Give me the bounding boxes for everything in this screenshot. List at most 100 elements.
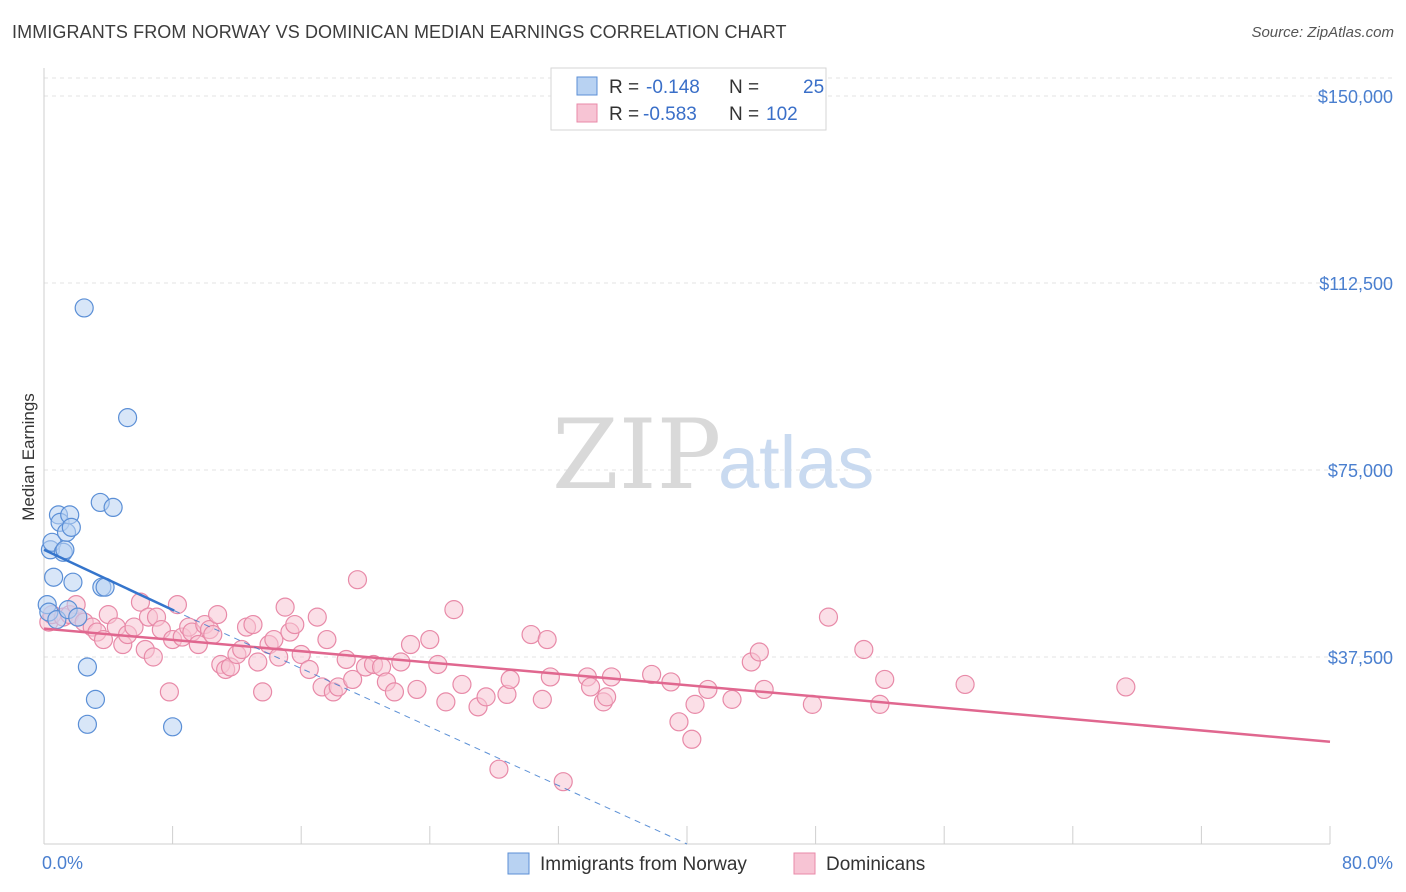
dominican-point-71 [476, 687, 496, 707]
series-legend-swatch-norway [507, 852, 530, 875]
dominican-point-88 [682, 729, 702, 749]
x-tick-label-min: 0.0% [42, 853, 83, 873]
source-credit: Source: ZipAtlas.com [1251, 24, 1394, 41]
legend-swatch-dominican [576, 103, 598, 123]
dominican-point-38 [243, 614, 263, 635]
dominican-point-63 [400, 634, 421, 655]
trend-lines [43, 548, 1331, 845]
dominican-point-42 [264, 629, 284, 650]
grid-lines [44, 77, 1393, 658]
dominican-point-69 [452, 674, 472, 695]
y-axis-label: Median Earnings [19, 393, 38, 521]
norway-trend-line [43, 548, 175, 612]
dominican-point-85 [642, 664, 662, 685]
norway-point-17 [77, 657, 98, 677]
dominican-point-79 [553, 772, 573, 792]
norway-point-23 [103, 497, 123, 517]
norway-point-13 [61, 517, 81, 537]
x-tick-label-max: 80.0% [1342, 853, 1393, 873]
dominican-point-27 [188, 634, 208, 655]
legend-r-value-norway: -0.148 [646, 77, 700, 98]
dominican-point-67 [436, 692, 456, 712]
legend-n-label-dominican: N = [729, 104, 759, 125]
dominican-point-95 [802, 694, 822, 714]
y-tick-labels: $37,500 $75,000 $112,500 $150,000 [1318, 87, 1393, 668]
dominican-point-83 [597, 687, 617, 707]
dominican-point-61 [384, 682, 405, 702]
legend-swatch-norway [576, 76, 598, 96]
dominican-point-44 [275, 597, 295, 617]
norway-point-24 [117, 408, 138, 428]
norway-point-16 [74, 298, 94, 318]
correlation-legend: R = -0.148 N = 25 R = -0.583 N = 102 [550, 67, 827, 131]
legend-n-value-norway: 25 [803, 77, 824, 98]
dominican-point-72 [489, 759, 509, 779]
series-legend-label-dominican: Dominicans [826, 854, 925, 875]
dominican-point-62 [391, 652, 411, 672]
dominican-point-55 [343, 669, 363, 690]
norway-points [37, 298, 183, 737]
dominican-point-68 [444, 600, 464, 620]
dominican-point-36 [232, 639, 252, 660]
legend-n-label-norway: N = [729, 77, 759, 98]
watermark-atlas: atlas [718, 421, 874, 504]
dominican-point-39 [248, 652, 268, 672]
legend-n-value-dominican: 102 [766, 104, 798, 125]
dominican-point-90 [698, 679, 718, 700]
dominican-point-87 [669, 712, 689, 732]
dominican-point-76 [532, 689, 552, 709]
y-tick-label-0: $37,500 [1328, 648, 1393, 668]
dominican-point-54 [336, 649, 356, 670]
legend-r-value-dominican: -0.583 [643, 104, 697, 125]
dominican-point-31 [208, 605, 228, 625]
y-tick-label-2: $112,500 [1319, 274, 1393, 294]
dominican-point-64 [407, 679, 427, 700]
y-tick-label-1: $75,000 [1328, 461, 1393, 481]
dominican-point-91 [722, 689, 742, 709]
dominican-point-96 [818, 607, 839, 627]
legend-r-label-norway: R = [609, 77, 639, 98]
chart-title: IMMIGRANTS FROM NORWAY VS DOMINICAN MEDI… [12, 22, 787, 42]
dominican-point-56 [347, 570, 368, 590]
dominican-point-74 [500, 669, 520, 690]
dominican-point-94 [754, 679, 774, 700]
dominican-point-30 [203, 624, 223, 645]
dominican-point-98 [870, 694, 890, 714]
dominican-point-97 [854, 639, 874, 660]
watermark-zip: ZIP [552, 399, 721, 511]
series-legend: Immigrants from Norway Dominicans [507, 852, 925, 875]
norway-trend-extension [174, 610, 688, 845]
series-legend-label-norway: Immigrants from Norway [540, 854, 747, 875]
dominican-point-46 [285, 614, 305, 635]
dominican-point-49 [307, 607, 327, 627]
legend-r-label-dominican: R = [609, 104, 639, 125]
norway-point-19 [85, 689, 106, 709]
dominican-point-89 [685, 694, 705, 714]
norway-point-4 [44, 567, 64, 587]
dominican-point-48 [299, 659, 319, 680]
dominican-point-78 [540, 667, 560, 687]
norway-point-25 [163, 717, 183, 737]
dominican-point-51 [317, 629, 337, 650]
dominican-point-21 [159, 682, 179, 702]
dominican-point-93 [749, 642, 769, 662]
y-tick-label-3: $150,000 [1318, 87, 1393, 107]
dominican-point-18 [143, 647, 163, 667]
dominican-point-23 [167, 595, 188, 615]
dominican-points [39, 570, 1136, 792]
series-legend-swatch-dominican [793, 852, 816, 875]
dominican-point-100 [955, 674, 975, 695]
dominican-trend-line [43, 627, 1331, 744]
norway-point-15 [68, 607, 88, 627]
dominican-point-40 [253, 682, 273, 702]
dominican-point-65 [420, 629, 440, 650]
dominican-point-75 [521, 624, 541, 645]
dominican-point-101 [1116, 677, 1136, 697]
dominican-point-77 [537, 629, 557, 650]
norway-point-14 [63, 572, 83, 592]
dominican-point-86 [661, 672, 681, 692]
dominican-point-99 [875, 669, 895, 690]
norway-point-18 [77, 714, 98, 734]
dominican-point-81 [580, 677, 601, 697]
